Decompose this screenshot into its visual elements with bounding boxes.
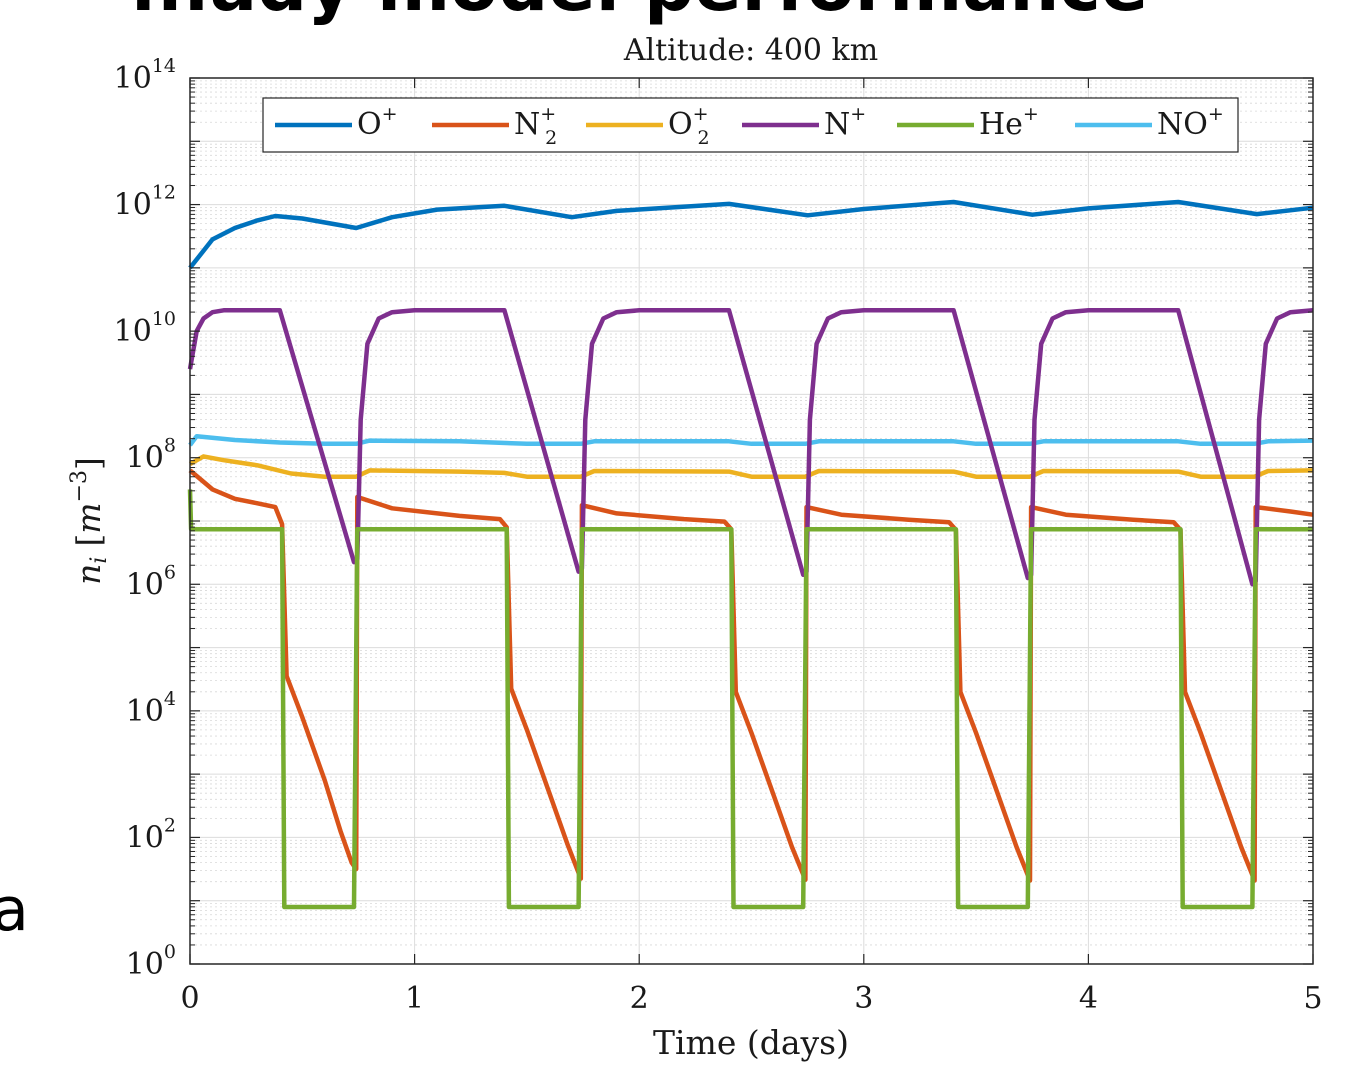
legend-label-Heplus: He+ bbox=[979, 103, 1039, 142]
slide-side-fragment: a bbox=[0, 875, 29, 945]
chart-title: Altitude: 400 km bbox=[623, 33, 878, 68]
legend: O+ N+ 2 O+ 2 N+ He+ NO+ bbox=[262, 97, 1239, 153]
y-tick-base: 10 bbox=[114, 61, 152, 96]
y-tick-base: 10 bbox=[126, 694, 164, 729]
y-label-close: ] bbox=[69, 457, 108, 470]
y-label-unit: m bbox=[69, 502, 108, 533]
y-tick-label: 1014 bbox=[114, 55, 176, 96]
x-tick-label: 2 bbox=[630, 981, 649, 1016]
legend-label-O2plus: O+ 2 bbox=[668, 103, 710, 149]
legend-label-NOplus: NO+ bbox=[1157, 103, 1224, 142]
x-axis-label: Time (days) bbox=[653, 1023, 849, 1062]
y-tick-label: 102 bbox=[126, 814, 176, 855]
y-tick-exp: 12 bbox=[152, 182, 176, 204]
series-line-N2plus bbox=[188, 468, 1314, 883]
x-tick-label: 4 bbox=[1079, 981, 1098, 1016]
legend-label-Oplus: O+ bbox=[357, 103, 398, 142]
svg-text:ni[m−3]: ni [m−3] bbox=[67, 457, 112, 585]
y-tick-base: 10 bbox=[126, 567, 164, 602]
y-label-open: [ bbox=[69, 534, 108, 547]
x-tick-label: 1 bbox=[405, 981, 424, 1016]
series-line-Heplus bbox=[187, 489, 1313, 910]
y-tick-exp: 10 bbox=[152, 308, 176, 330]
legend-label-Nplus: N+ bbox=[824, 103, 866, 142]
y-tick-exp: 8 bbox=[164, 435, 176, 457]
legend-items: O+ N+ 2 O+ 2 N+ He+ NO+ bbox=[275, 103, 1224, 149]
y-tick-exp: 2 bbox=[164, 814, 176, 836]
y-tick-label: 1010 bbox=[114, 308, 176, 349]
x-tick-labels: 0 1 2 3 4 5 bbox=[180, 981, 1322, 1016]
slide-heading-fragment: ...ady model performance bbox=[130, 0, 1148, 27]
y-axis-label: ni [m−3] bbox=[67, 457, 112, 585]
y-tick-base: 10 bbox=[114, 188, 152, 223]
series-line-O2plus bbox=[188, 454, 1314, 479]
y-tick-label: 108 bbox=[126, 435, 176, 476]
y-tick-exp: 4 bbox=[164, 688, 176, 710]
y-tick-base: 10 bbox=[126, 441, 164, 476]
x-tick-label: 3 bbox=[854, 981, 873, 1016]
y-tick-exp: 14 bbox=[152, 55, 176, 77]
y-tick-label: 106 bbox=[126, 561, 176, 602]
axis-ticks bbox=[189, 77, 1314, 965]
legend-label-N2plus: N+ 2 bbox=[514, 103, 557, 149]
y-label-sub: i bbox=[87, 557, 112, 564]
x-tick-label: 0 bbox=[180, 981, 199, 1016]
y-tick-label: 1012 bbox=[114, 182, 176, 223]
y-label-base: n bbox=[69, 564, 108, 585]
series-line-Oplus bbox=[188, 199, 1314, 270]
y-tick-base: 10 bbox=[126, 947, 164, 982]
y-tick-base: 10 bbox=[126, 820, 164, 855]
y-tick-base: 10 bbox=[114, 314, 152, 349]
y-label-exp: −3 bbox=[67, 470, 92, 502]
y-tick-exp: 6 bbox=[164, 561, 176, 583]
series-layer bbox=[187, 199, 1314, 910]
y-tick-label: 104 bbox=[126, 688, 176, 729]
x-tick-label: 5 bbox=[1303, 981, 1322, 1016]
y-tick-label: 100 bbox=[126, 941, 176, 982]
y-tick-exp: 0 bbox=[164, 941, 176, 963]
